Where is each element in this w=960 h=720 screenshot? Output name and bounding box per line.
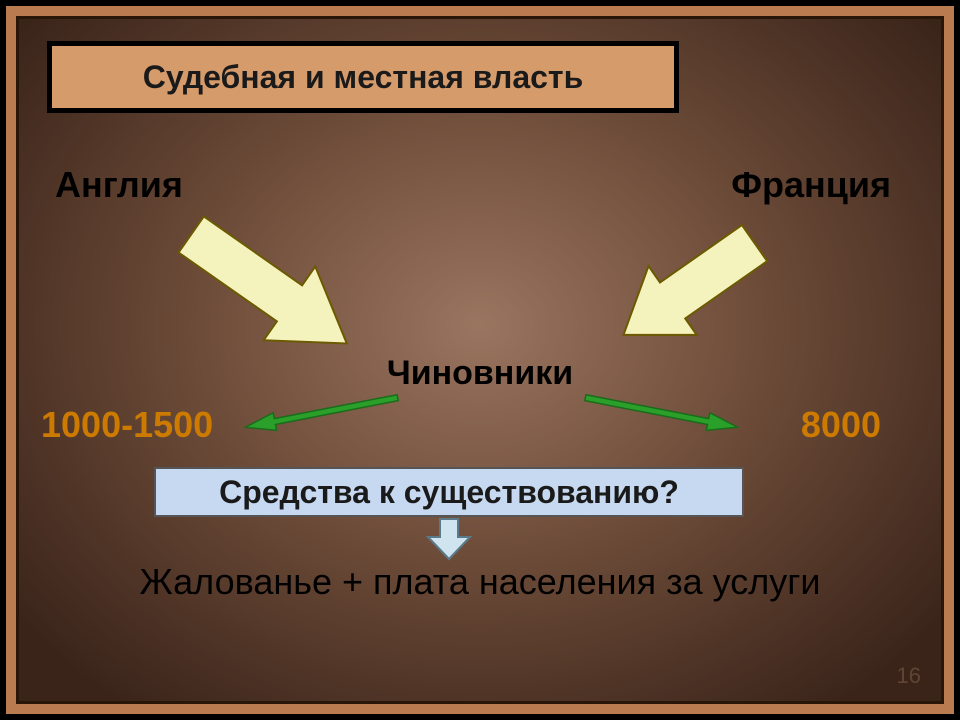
slide-canvas: Судебная и местная власть Англия Франция… bbox=[16, 16, 944, 704]
slide-number: 16 bbox=[897, 663, 921, 689]
title-box: Судебная и местная власть bbox=[47, 41, 679, 113]
question-text: Средства к существованию? bbox=[219, 474, 679, 511]
country-left: Англия bbox=[55, 164, 183, 206]
arrow-green-right bbox=[574, 392, 744, 432]
arrow-big-right-shape bbox=[599, 209, 778, 370]
title-text: Судебная и местная власть bbox=[143, 59, 584, 96]
arrow-big-left-shape bbox=[165, 198, 372, 381]
bottom-text: Жалованье + плата населения за услуги bbox=[89, 559, 871, 606]
arrow-down bbox=[426, 517, 472, 561]
arrow-green-left bbox=[239, 392, 409, 432]
center-label: Чиновники bbox=[19, 354, 941, 393]
question-box: Средства к существованию? bbox=[154, 467, 744, 517]
arrow-green-right-shape bbox=[584, 389, 740, 436]
outer-frame: Судебная и местная власть Англия Франция… bbox=[0, 0, 960, 720]
country-right: Франция bbox=[731, 164, 891, 206]
arrow-down-shape bbox=[428, 519, 470, 559]
arrow-big-right bbox=[579, 204, 799, 374]
arrow-big-left bbox=[149, 204, 389, 374]
number-right: 8000 bbox=[801, 404, 881, 446]
number-left: 1000-1500 bbox=[41, 404, 213, 446]
arrow-green-left-shape bbox=[244, 389, 400, 436]
